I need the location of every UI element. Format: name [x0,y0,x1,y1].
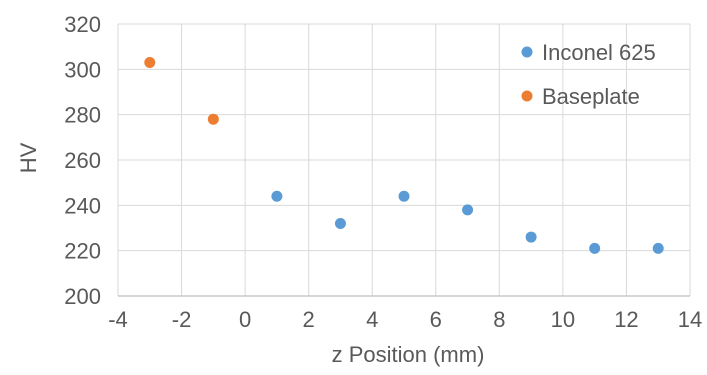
point-inconel-625-5 [589,242,601,254]
y-tick-labels: 200 220 240 260 280 300 320 [64,12,101,309]
point-inconel-625-6 [652,242,664,254]
x-axis-title: z Position (mm) [332,342,485,367]
x-tick-label-neg4: -4 [108,307,128,332]
y-axis-title: HV [16,142,41,173]
legend-marker-inconel-625 [521,46,533,58]
x-tick-label-6: 6 [430,307,442,332]
y-tick-label-300: 300 [64,57,101,82]
point-inconel-625-4 [525,231,537,243]
point-inconel-625-1 [334,217,346,229]
point-inconel-625-3 [462,204,474,216]
x-tick-labels: -4 -2 0 2 4 6 8 10 12 14 [108,307,702,332]
legend-entry-baseplate: Baseplate [521,84,640,109]
point-inconel-625-0 [271,190,283,202]
x-tick-label-neg2: -2 [172,307,192,332]
x-tick-label-4: 4 [366,307,378,332]
x-tick-label-10: 10 [551,307,575,332]
x-tick-label-8: 8 [493,307,505,332]
legend: Inconel 625 Baseplate [521,40,656,109]
point-inconel-625-2 [398,190,410,202]
y-tick-label-200: 200 [64,284,101,309]
data-points [144,57,664,254]
legend-label-inconel-625: Inconel 625 [542,40,656,65]
y-tick-label-280: 280 [64,103,101,128]
y-tick-label-220: 220 [64,239,101,264]
y-tick-label-260: 260 [64,148,101,173]
point-baseplate-0 [144,57,156,69]
point-baseplate-1 [207,113,219,125]
legend-label-baseplate: Baseplate [542,84,640,109]
x-tick-label-0: 0 [239,307,251,332]
legend-marker-baseplate [521,90,533,102]
legend-entry-inconel-625: Inconel 625 [521,40,656,65]
y-tick-label-240: 240 [64,193,101,218]
x-tick-label-2: 2 [303,307,315,332]
y-tick-label-320: 320 [64,12,101,37]
x-tick-label-12: 12 [614,307,638,332]
x-tick-label-14: 14 [678,307,702,332]
grid-lines [117,23,691,296]
